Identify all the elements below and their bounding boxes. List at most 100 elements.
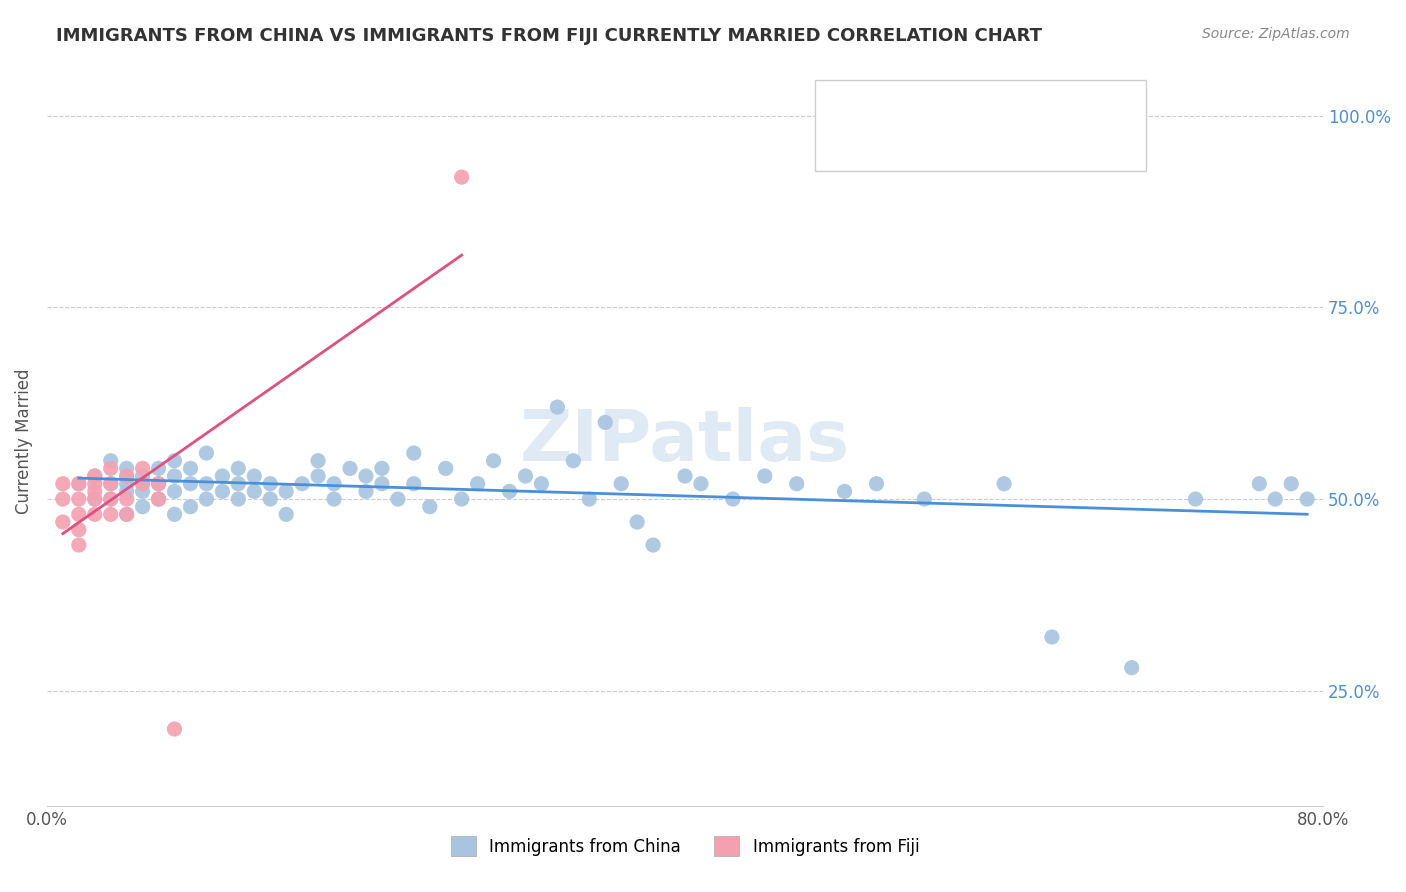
Point xyxy=(1249,476,1271,491)
Point xyxy=(243,484,266,499)
Point xyxy=(323,491,346,506)
Point xyxy=(1184,491,1206,506)
Point xyxy=(467,476,489,491)
Point xyxy=(626,515,648,529)
Point xyxy=(163,469,186,483)
Point xyxy=(83,484,105,499)
Point xyxy=(148,491,170,506)
Point xyxy=(276,508,298,522)
Point xyxy=(100,461,122,475)
Point xyxy=(371,461,394,475)
Point xyxy=(131,476,153,491)
Text: 0.727: 0.727 xyxy=(897,123,949,141)
Point xyxy=(339,461,361,475)
Point xyxy=(1296,491,1319,506)
Point xyxy=(100,491,122,506)
Point xyxy=(83,508,105,522)
Point xyxy=(912,491,935,506)
Point xyxy=(131,461,153,475)
Point xyxy=(515,469,537,483)
Point xyxy=(195,491,218,506)
Point xyxy=(83,469,105,483)
Point xyxy=(276,484,298,499)
Point xyxy=(195,476,218,491)
Point xyxy=(148,461,170,475)
Point xyxy=(1121,661,1143,675)
Point xyxy=(67,523,90,537)
Point xyxy=(450,170,472,185)
Point xyxy=(67,538,90,552)
Point xyxy=(786,476,808,491)
Point xyxy=(83,476,105,491)
Text: R =: R = xyxy=(869,96,908,114)
Point xyxy=(387,491,409,506)
Point xyxy=(546,400,568,414)
Point xyxy=(115,491,138,506)
Point xyxy=(115,461,138,475)
Point xyxy=(67,476,90,491)
Text: -0.147: -0.147 xyxy=(894,96,952,114)
Point xyxy=(115,508,138,522)
Point xyxy=(228,476,250,491)
Point xyxy=(228,461,250,475)
Point xyxy=(354,484,377,499)
Point xyxy=(163,508,186,522)
Text: 83: 83 xyxy=(1018,96,1040,114)
Point xyxy=(228,491,250,506)
Point xyxy=(115,469,138,483)
Point xyxy=(131,484,153,499)
Point xyxy=(593,416,616,430)
Text: Source: ZipAtlas.com: Source: ZipAtlas.com xyxy=(1202,27,1350,41)
Point xyxy=(323,476,346,491)
Point xyxy=(1264,491,1286,506)
Point xyxy=(643,538,665,552)
Y-axis label: Currently Married: Currently Married xyxy=(15,368,32,515)
Point xyxy=(100,454,122,468)
Point xyxy=(307,469,329,483)
Text: IMMIGRANTS FROM CHINA VS IMMIGRANTS FROM FIJI CURRENTLY MARRIED CORRELATION CHAR: IMMIGRANTS FROM CHINA VS IMMIGRANTS FROM… xyxy=(56,27,1042,45)
Point xyxy=(131,500,153,514)
Point xyxy=(115,508,138,522)
Point xyxy=(610,476,633,491)
Point xyxy=(211,469,233,483)
Point xyxy=(179,500,201,514)
Point xyxy=(578,491,600,506)
Point xyxy=(307,454,329,468)
Point xyxy=(562,454,585,468)
Point xyxy=(148,476,170,491)
Point xyxy=(673,469,696,483)
Point xyxy=(834,484,856,499)
Point xyxy=(52,491,75,506)
Point xyxy=(179,476,201,491)
Point xyxy=(100,491,122,506)
Point xyxy=(148,491,170,506)
Point xyxy=(482,454,505,468)
Point xyxy=(291,476,314,491)
Point xyxy=(865,476,887,491)
Point xyxy=(83,469,105,483)
Point xyxy=(419,500,441,514)
Point xyxy=(83,491,105,506)
Point xyxy=(100,476,122,491)
Text: N =: N = xyxy=(970,96,1022,114)
Point xyxy=(371,476,394,491)
Point xyxy=(115,484,138,499)
Point xyxy=(402,476,425,491)
Point xyxy=(1040,630,1063,644)
Point xyxy=(52,515,75,529)
Point xyxy=(163,484,186,499)
Point xyxy=(354,469,377,483)
Point xyxy=(754,469,776,483)
Point xyxy=(1279,476,1302,491)
Point xyxy=(100,476,122,491)
Point xyxy=(211,484,233,499)
Point xyxy=(434,461,457,475)
Point xyxy=(131,469,153,483)
Point xyxy=(148,476,170,491)
Point xyxy=(530,476,553,491)
Point xyxy=(259,476,281,491)
Point xyxy=(402,446,425,460)
Point xyxy=(100,508,122,522)
Legend: Immigrants from China, Immigrants from Fiji: Immigrants from China, Immigrants from F… xyxy=(444,830,927,863)
Point xyxy=(131,476,153,491)
